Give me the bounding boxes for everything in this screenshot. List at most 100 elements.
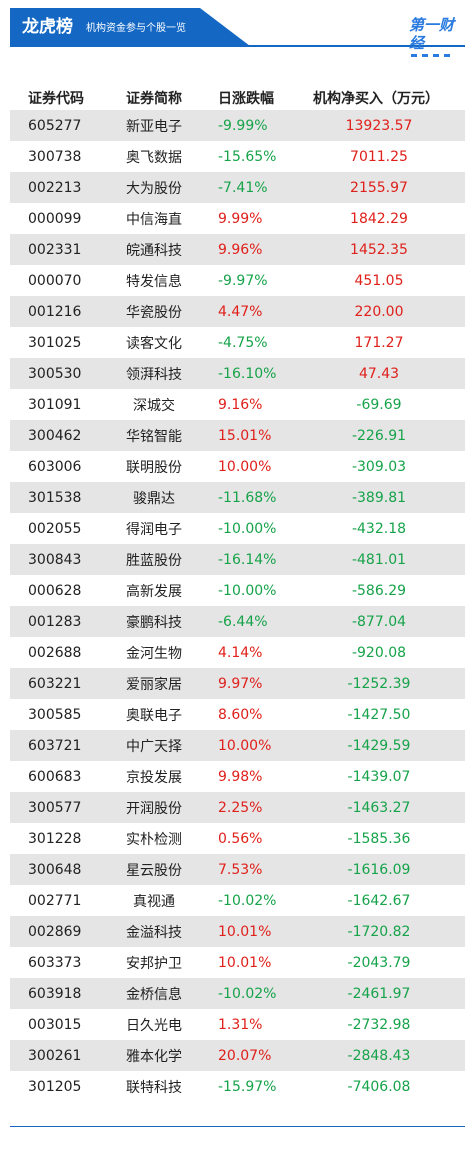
table-row: 300462 华铭智能 15.01% -226.91 xyxy=(10,420,465,451)
cell-change: 20.07% xyxy=(218,1047,272,1064)
table-header: 证券代码 证券简称 日涨跌幅 机构净买入（万元） xyxy=(10,86,465,110)
cell-net-buy: -1720.82 xyxy=(347,923,411,940)
column-header-net-buy: 机构净买入（万元） xyxy=(313,91,439,107)
footer-divider xyxy=(10,1126,465,1127)
cell-name: 日久光电 xyxy=(126,1017,182,1034)
column-header-code: 证券代码 xyxy=(28,91,84,107)
cell-net-buy: -2461.97 xyxy=(347,985,411,1002)
cell-net-buy: -2848.43 xyxy=(347,1047,411,1064)
cell-change: -11.68% xyxy=(218,489,277,506)
cell-name: 爱丽家居 xyxy=(126,676,182,693)
cell-net-buy: -481.01 xyxy=(351,551,407,568)
cell-net-buy: -1439.07 xyxy=(347,768,411,785)
cell-change: -10.00% xyxy=(218,582,277,599)
table-row: 300261 雅本化学 20.07% -2848.43 xyxy=(10,1040,465,1071)
cell-net-buy: -432.18 xyxy=(351,520,407,537)
cell-name: 联特科技 xyxy=(126,1079,182,1096)
table-row: 002688 金河生物 4.14% -920.08 xyxy=(10,637,465,668)
cell-code: 301538 xyxy=(28,489,82,506)
header: 龙虎榜 机构资金参与个股一览 第一财经 xyxy=(0,0,475,57)
cell-name: 豪鹏科技 xyxy=(126,614,182,631)
table-row: 001283 豪鹏科技 -6.44% -877.04 xyxy=(10,606,465,637)
cell-net-buy: 13923.57 xyxy=(345,117,413,134)
cell-net-buy: -226.91 xyxy=(351,427,407,444)
cell-code: 300261 xyxy=(28,1047,82,1064)
cell-name: 星云股份 xyxy=(126,862,182,879)
cell-code: 605277 xyxy=(28,117,82,134)
table-row: 002331 皖通科技 9.96% 1452.35 xyxy=(10,234,465,265)
cell-code: 603721 xyxy=(28,737,82,754)
cell-code: 300585 xyxy=(28,706,82,723)
cell-code: 603918 xyxy=(28,985,82,1002)
cell-code: 000070 xyxy=(28,272,82,289)
cell-net-buy: 2155.97 xyxy=(350,179,408,196)
cell-change: 9.99% xyxy=(218,210,263,227)
cell-net-buy: -309.03 xyxy=(351,458,407,475)
cell-code: 300843 xyxy=(28,551,82,568)
cell-net-buy: 1842.29 xyxy=(350,210,408,227)
table-row: 300585 奥联电子 8.60% -1427.50 xyxy=(10,699,465,730)
cell-net-buy: -1585.36 xyxy=(347,830,411,847)
table-row: 603221 爱丽家居 9.97% -1252.39 xyxy=(10,668,465,699)
cell-name: 中信海直 xyxy=(126,211,182,228)
cell-name: 联明股份 xyxy=(126,459,182,476)
table-row: 002869 金溢科技 10.01% -1720.82 xyxy=(10,916,465,947)
cell-name: 得润电子 xyxy=(126,521,182,538)
cell-net-buy: 1452.35 xyxy=(350,241,408,258)
cell-change: 9.97% xyxy=(218,675,263,692)
cell-change: -7.41% xyxy=(218,179,268,196)
cell-code: 300648 xyxy=(28,861,82,878)
cell-name: 读客文化 xyxy=(126,335,182,352)
cell-code: 300577 xyxy=(28,799,82,816)
cell-name: 新亚电子 xyxy=(126,118,182,135)
cell-code: 002688 xyxy=(28,644,82,661)
cell-name: 开润股份 xyxy=(126,800,182,817)
logo-text: 第一财经 xyxy=(409,16,455,52)
cell-name: 真视通 xyxy=(133,893,175,910)
cell-name: 华铭智能 xyxy=(126,428,182,445)
cell-net-buy: 47.43 xyxy=(358,365,400,382)
cell-code: 301091 xyxy=(28,396,82,413)
cell-change: -15.97% xyxy=(218,1078,277,1095)
table-row: 603721 中广天择 10.00% -1429.59 xyxy=(10,730,465,761)
cell-change: -4.75% xyxy=(218,334,268,351)
logo-dots xyxy=(411,54,467,57)
table-row: 603373 安邦护卫 10.01% -2043.79 xyxy=(10,947,465,978)
table-row: 603006 联明股份 10.00% -309.03 xyxy=(10,451,465,482)
cell-code: 000628 xyxy=(28,582,82,599)
column-header-name: 证券简称 xyxy=(126,91,182,107)
cell-code: 300530 xyxy=(28,365,82,382)
table-row: 000099 中信海直 9.99% 1842.29 xyxy=(10,203,465,234)
cell-name: 胜蓝股份 xyxy=(126,552,182,569)
cell-change: 2.25% xyxy=(218,799,263,816)
cell-change: 9.96% xyxy=(218,241,263,258)
cell-net-buy: -1427.50 xyxy=(347,706,411,723)
cell-code: 001216 xyxy=(28,303,82,320)
cell-name: 实朴检测 xyxy=(126,831,182,848)
cell-code: 301228 xyxy=(28,830,82,847)
cell-change: 15.01% xyxy=(218,427,272,444)
cell-net-buy: -1429.59 xyxy=(347,737,411,754)
cell-name: 深城交 xyxy=(133,397,175,414)
cell-change: 4.47% xyxy=(218,303,263,320)
cell-change: -6.44% xyxy=(218,613,268,630)
cell-code: 603373 xyxy=(28,954,82,971)
table-row: 603918 金桥信息 -10.02% -2461.97 xyxy=(10,978,465,1009)
cell-net-buy: -1252.39 xyxy=(347,675,411,692)
cell-name: 高新发展 xyxy=(126,583,182,600)
table-row: 301091 深城交 9.16% -69.69 xyxy=(10,389,465,420)
page-title: 龙虎榜 xyxy=(22,17,73,37)
cell-code: 002055 xyxy=(28,520,82,537)
cell-name: 金溢科技 xyxy=(126,924,182,941)
brand-logo: 第一财经 xyxy=(409,16,467,57)
cell-code: 003015 xyxy=(28,1016,82,1033)
cell-change: -9.97% xyxy=(218,272,268,289)
cell-name: 金河生物 xyxy=(126,645,182,662)
cell-change: -10.02% xyxy=(218,892,277,909)
stock-table: 证券代码 证券简称 日涨跌幅 机构净买入（万元） 605277 新亚电子 -9.99… xyxy=(10,86,465,1102)
cell-change: -15.65% xyxy=(218,148,277,165)
table-row: 605277 新亚电子 -9.99% 13923.57 xyxy=(10,110,465,141)
cell-net-buy: -2732.98 xyxy=(347,1016,411,1033)
cell-change: 8.60% xyxy=(218,706,263,723)
table-row: 000070 特发信息 -9.97% 451.05 xyxy=(10,265,465,296)
